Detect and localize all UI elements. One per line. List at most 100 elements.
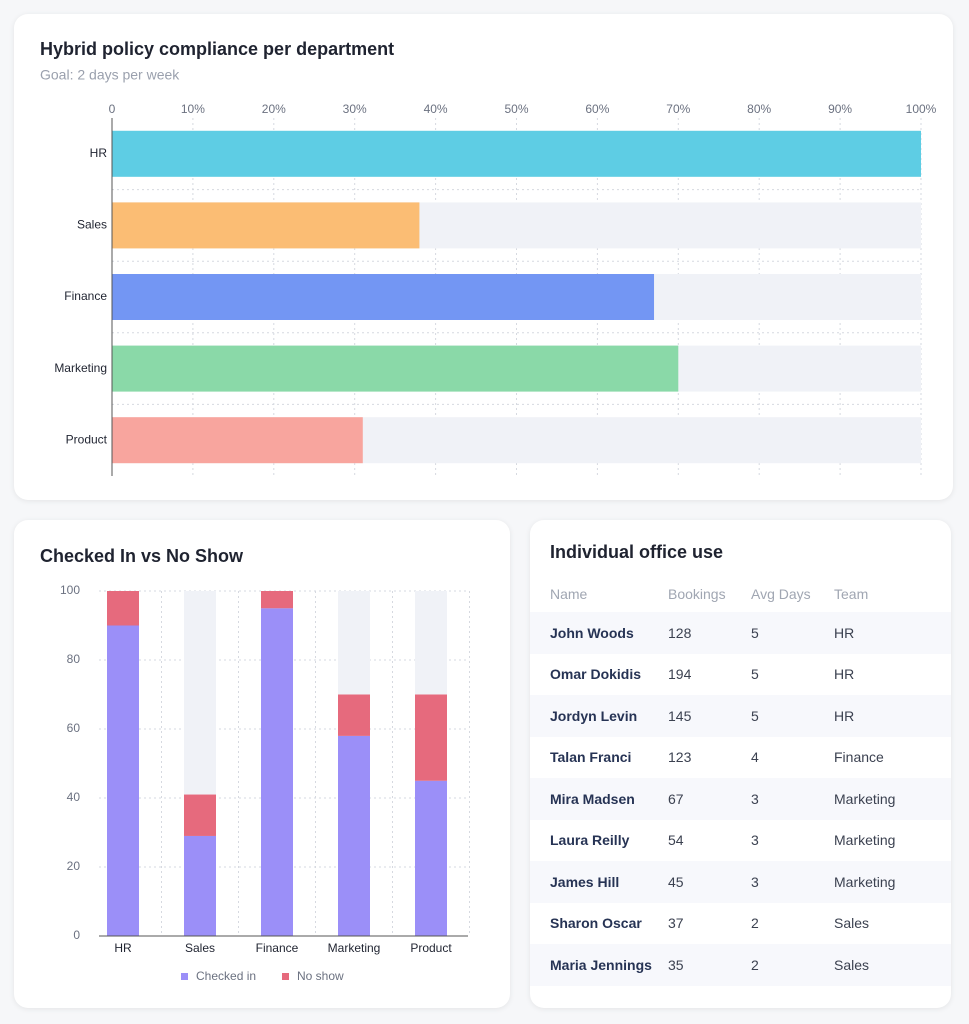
x-tick-label: 20% [262,102,286,116]
table-cell: 5 [751,624,759,641]
y-tick-label: 100 [60,583,80,597]
compliance-card: Hybrid policy compliance per department … [14,14,953,500]
x-tick-label: Marketing [328,941,381,955]
x-tick-label: 80% [747,102,771,116]
table-row: John Woods 128 5 HR [530,612,951,654]
bar-segment [338,735,370,936]
y-tick-label: Finance [64,289,107,303]
table-title: Individual office use [550,542,724,562]
table-cell: Omar Dokidis [550,666,642,683]
table-cell: 128 [668,624,692,641]
chart-subtitle: Goal: 2 days per week [40,67,180,83]
table-cell: Maria Jennings [550,956,652,973]
table-row: Jordyn Levin 145 5 HR [530,695,951,737]
table-cell: Sales [834,915,870,932]
y-tick-label: HR [90,146,108,160]
bar-segment [261,608,293,936]
checkin-chart: Checked In vs No Show 0 20 40 60 80 100 HR Sale… [40,546,470,983]
table-cell: Marketing [834,832,896,849]
x-tick-label: HR [114,941,132,955]
x-tick-label: 70% [666,102,690,116]
bar-segment [107,591,139,626]
table-cell: Marketing [834,873,896,890]
x-tick-label: 30% [343,102,367,116]
table-cell: 54 [668,832,684,849]
y-tick-label: Sales [77,218,107,232]
office-table: Name Bookings Avg Days Team John Woods 128 5 HR… [530,576,951,986]
x-tick-label: Sales [185,941,215,955]
table-row: Omar Dokidis 194 5 HR [530,654,951,696]
bar [112,130,921,177]
table-row: Mira Madsen 67 3 Marketing [530,778,951,820]
bar-segment [338,694,370,736]
chart-title: Hybrid policy compliance per department [40,39,394,59]
bar-segment [184,835,216,936]
y-tick-label: 60 [67,721,81,735]
y-tick-label: 20 [67,859,81,873]
column-header: Bookings [668,586,726,602]
table-cell: 2 [751,956,759,973]
table-cell: 45 [668,873,684,890]
table-cell: 2 [751,915,759,932]
bar [112,345,679,392]
table-cell: 4 [751,749,759,766]
table-card: Individual office use Name Bookings Avg Da… [530,520,951,1008]
table-cell: 35 [668,956,684,973]
table-row: Laura Reilly 54 3 Marketing [530,820,951,862]
table-cell: Laura Reilly [550,832,630,849]
table-cell: 145 [668,707,692,724]
bar-segment [415,780,447,936]
bar [112,202,420,249]
legend-label: Checked in [196,969,256,983]
bar-segment [107,625,139,936]
y-tick-label: 0 [73,928,80,942]
y-tick-label: 80 [67,652,81,666]
table-cell: 5 [751,666,759,683]
x-tick-label: Finance [256,941,299,955]
table-cell: 3 [751,832,759,849]
table-row: James Hill 45 3 Marketing [530,861,951,903]
table-cell: Jordyn Levin [550,707,638,724]
table-row: Sharon Oscar 37 2 Sales [530,903,951,945]
compliance-chart: Hybrid policy compliance per department … [40,39,937,476]
legend-label: No show [297,969,344,983]
y-tick-label: Product [66,432,108,446]
table-cell: James Hill [550,873,620,890]
table-cell: 3 [751,873,759,890]
legend-marker [282,973,289,980]
bar-segment [415,694,447,781]
x-tick-label: 0 [109,102,116,116]
bar [112,417,363,464]
y-tick-label: Marketing [54,361,107,375]
table-cell: HR [834,666,855,683]
table-cell: 123 [668,749,692,766]
table-cell: Sharon Oscar [550,915,642,932]
table-cell: Mira Madsen [550,790,635,807]
x-tick-label: 40% [424,102,448,116]
column-header: Team [834,586,869,602]
column-header: Avg Days [751,586,811,602]
chart-title: Checked In vs No Show [40,546,244,566]
table-cell: 5 [751,707,759,724]
y-tick-label: 40 [67,790,81,804]
x-tick-label: 90% [828,102,852,116]
x-tick-label: 60% [585,102,609,116]
legend-marker [181,973,188,980]
table-cell: HR [834,624,855,641]
table-row: Talan Franci 123 4 Finance [530,737,951,779]
x-tick-label: 50% [504,102,528,116]
column-header: Name [550,586,588,602]
table-cell: Finance [834,749,884,766]
table-cell: Marketing [834,790,896,807]
table-cell: HR [834,707,855,724]
bar-segment [261,591,293,609]
table-cell: 37 [668,915,684,932]
x-tick-label: 10% [181,102,205,116]
checkin-card: Checked In vs No Show 0 20 40 60 80 100 HR Sale… [14,520,510,1008]
table-cell: Talan Franci [550,749,632,766]
table-cell: 67 [668,790,684,807]
table-cell: John Woods [550,624,634,641]
x-tick-label: 100% [906,102,937,116]
table-row: Maria Jennings 35 2 Sales [530,944,951,986]
